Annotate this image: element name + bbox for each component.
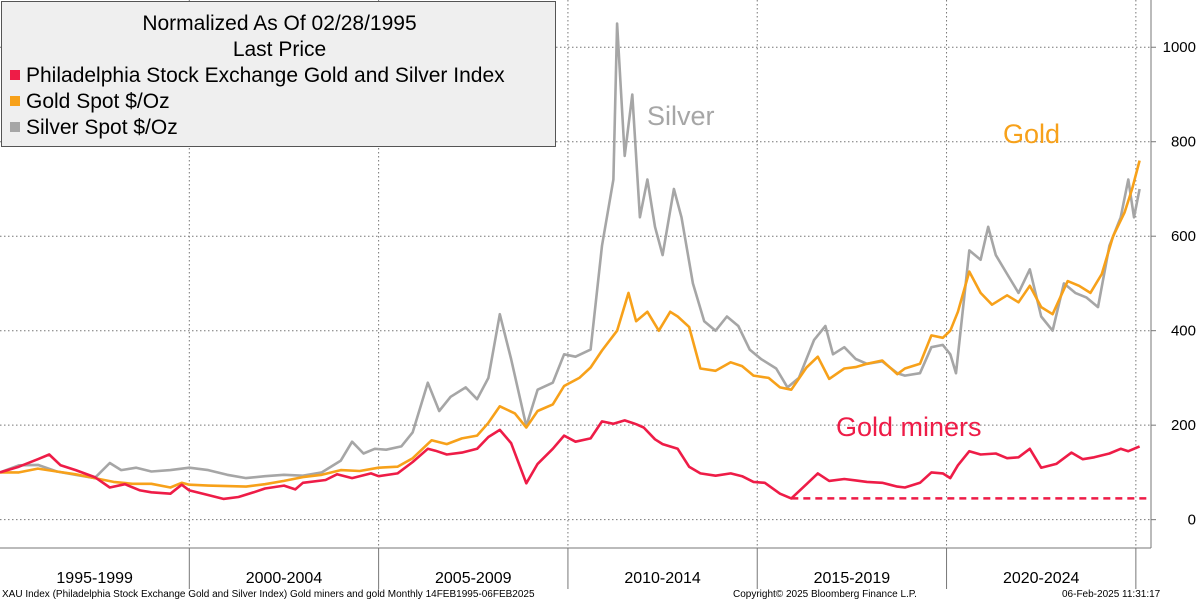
y-tick-label: 400 xyxy=(1171,323,1196,340)
legend-item-gold: Gold Spot $/Oz xyxy=(10,90,170,114)
x-category-label: 1995-1999 xyxy=(56,570,133,587)
series-line-xau xyxy=(0,419,1141,501)
legend-label-xau: Philadelphia Stock Exchange Gold and Sil… xyxy=(26,64,505,87)
legend-swatch-silver xyxy=(10,122,20,132)
legend-subtitle: Last Price xyxy=(232,38,327,61)
x-category-label: 2015-2019 xyxy=(814,570,891,587)
y-tick-label: 0 xyxy=(1188,512,1196,529)
series-layer xyxy=(0,22,1151,501)
x-category-label: 2020-2024 xyxy=(1003,570,1080,587)
legend-swatch-xau xyxy=(10,70,20,80)
y-tick-label: 600 xyxy=(1171,228,1196,245)
footer-copyright: Copyright© 2025 Bloomberg Finance L.P. xyxy=(733,589,917,600)
annotation-gold-miners: Gold miners xyxy=(836,412,982,442)
series-line-gold xyxy=(0,160,1141,489)
series-line-silver xyxy=(0,22,1141,480)
legend-label-gold: Gold Spot $/Oz xyxy=(26,90,170,113)
legend: Normalized As Of 02/28/1995 Last Price P… xyxy=(1,1,556,147)
y-tick-label: 800 xyxy=(1171,134,1196,151)
x-category-label: 2010-2014 xyxy=(624,570,701,587)
y-tick-label: 1000 xyxy=(1163,39,1196,56)
x-category-label: 2000-2004 xyxy=(246,570,323,587)
legend-label-silver: Silver Spot $/Oz xyxy=(26,116,178,139)
legend-title: Normalized As Of 02/28/1995 xyxy=(142,12,417,35)
legend-item-xau: Philadelphia Stock Exchange Gold and Sil… xyxy=(10,64,505,88)
x-category-label: 2005-2009 xyxy=(435,570,512,587)
annotation-silver: Silver xyxy=(647,101,715,131)
legend-swatch-gold xyxy=(10,96,20,106)
footer-source: XAU Index (Philadelphia Stock Exchange G… xyxy=(2,589,535,600)
footer-timestamp: 06-Feb-2025 11:31:17 xyxy=(1062,589,1161,600)
axes: 0 200 400 600 800 1000 1995-1999 2000-2004 2005-… xyxy=(0,0,1196,589)
grid xyxy=(0,0,1151,548)
y-tick-label: 200 xyxy=(1171,417,1196,434)
legend-item-silver: Silver Spot $/Oz xyxy=(10,116,178,140)
annotation-gold: Gold xyxy=(1003,119,1061,149)
